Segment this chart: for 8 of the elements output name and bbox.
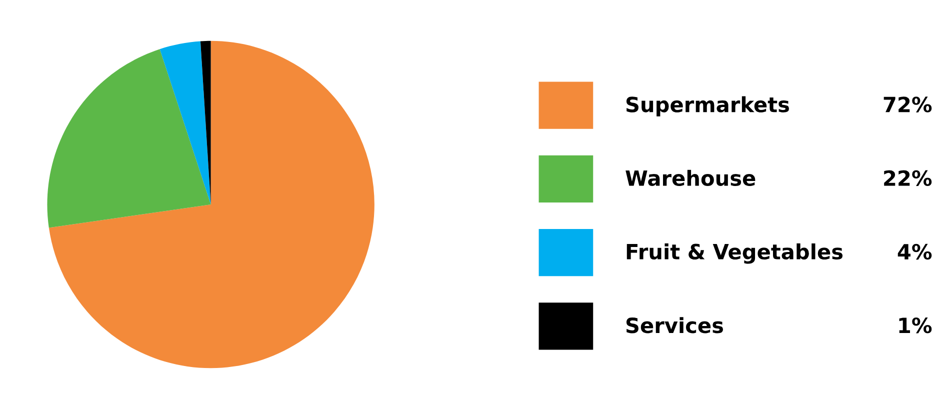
data-label: 72% bbox=[884, 96, 932, 112]
legend-label: Fruit & Vegetables bbox=[626, 243, 843, 264]
legend-label: Services bbox=[626, 317, 723, 334]
data-label: 1% bbox=[899, 317, 932, 334]
legend-label: Warehouse bbox=[626, 170, 756, 186]
legend-label: Supermarkets bbox=[626, 96, 789, 116]
data-label: 4% bbox=[898, 244, 932, 260]
data-label: 22% bbox=[884, 170, 932, 186]
